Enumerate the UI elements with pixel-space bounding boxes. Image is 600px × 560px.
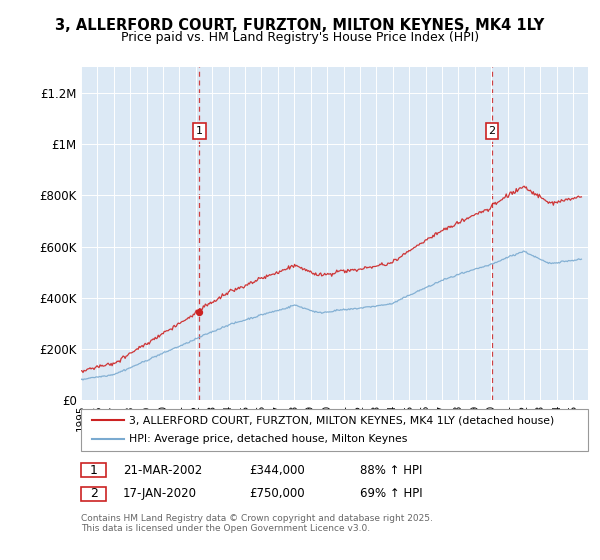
Text: 1: 1 [196, 126, 203, 136]
Text: 21-MAR-2002: 21-MAR-2002 [123, 464, 202, 477]
Text: 1: 1 [89, 464, 98, 477]
Text: HPI: Average price, detached house, Milton Keynes: HPI: Average price, detached house, Milt… [129, 435, 407, 445]
Text: 2: 2 [488, 126, 496, 136]
Text: 17-JAN-2020: 17-JAN-2020 [123, 487, 197, 501]
Point [194, 308, 204, 317]
Text: 69% ↑ HPI: 69% ↑ HPI [360, 487, 422, 501]
Text: 88% ↑ HPI: 88% ↑ HPI [360, 464, 422, 477]
Text: 2: 2 [89, 487, 98, 501]
Text: £750,000: £750,000 [249, 487, 305, 501]
Text: 3, ALLERFORD COURT, FURZTON, MILTON KEYNES, MK4 1LY (detached house): 3, ALLERFORD COURT, FURZTON, MILTON KEYN… [129, 415, 554, 425]
Text: Contains HM Land Registry data © Crown copyright and database right 2025.
This d: Contains HM Land Registry data © Crown c… [81, 514, 433, 534]
Text: Price paid vs. HM Land Registry's House Price Index (HPI): Price paid vs. HM Land Registry's House … [121, 31, 479, 44]
Text: 3, ALLERFORD COURT, FURZTON, MILTON KEYNES, MK4 1LY: 3, ALLERFORD COURT, FURZTON, MILTON KEYN… [55, 18, 545, 33]
Text: £344,000: £344,000 [249, 464, 305, 477]
